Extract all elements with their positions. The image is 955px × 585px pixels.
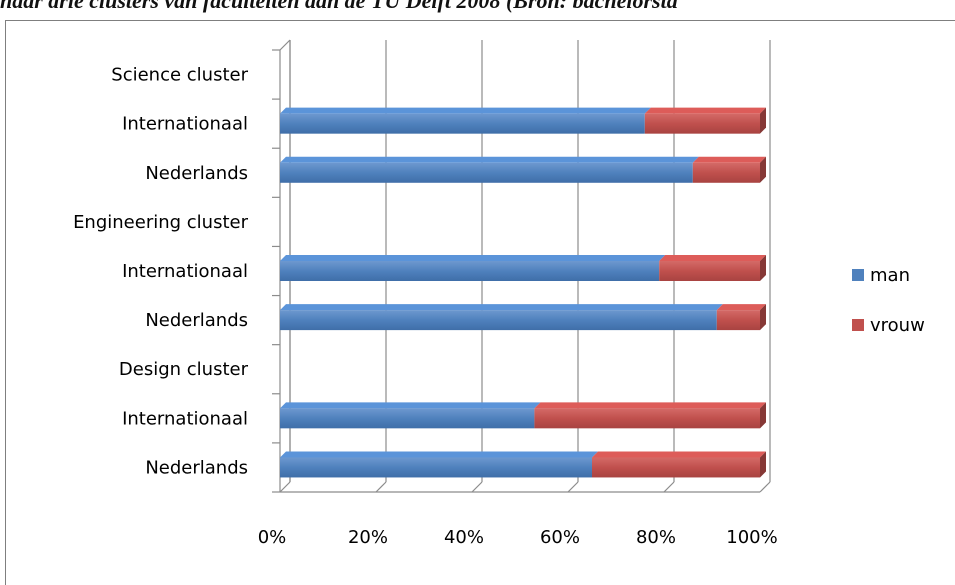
category-label: Science cluster (111, 65, 248, 86)
category-label: Nederlands (145, 163, 248, 184)
bar-vrouw (592, 457, 760, 478)
bar-man (280, 457, 592, 478)
category-labels: Nederlands Internationaal Design cluster Ne… (73, 65, 249, 479)
legend-label-man: man (870, 265, 910, 286)
bar-top-vrouw (644, 107, 766, 114)
bar-top-man (280, 156, 699, 163)
floor-gridline (279, 481, 291, 493)
x-tick-label: 20% (348, 527, 388, 548)
bar-end-vrouw (760, 304, 766, 331)
chart-frame (5, 20, 955, 585)
category-label: Design cluster (119, 359, 249, 380)
bar-top-vrouw (659, 255, 766, 261)
legend-label-vrouw: vrouw (870, 315, 925, 336)
bar-top-vrouw (716, 304, 766, 311)
bar-man (280, 408, 535, 429)
side-wall-top (279, 39, 291, 51)
x-tick-label: 0% (258, 527, 287, 548)
category-label: Internationaal (122, 261, 248, 282)
floor-gridline (759, 481, 771, 493)
bar-vrouw (692, 162, 760, 183)
bar-top-vrouw (534, 402, 766, 409)
bar-top-vrouw (692, 156, 766, 163)
bar-end-vrouw (760, 156, 766, 183)
category-label: Internationaal (122, 408, 248, 429)
x-tick-label: 40% (444, 527, 484, 548)
legend: man vrouw (852, 265, 925, 336)
category-label: Engineering cluster (73, 212, 249, 233)
bar-end-vrouw (760, 402, 766, 429)
bar-man (280, 113, 645, 134)
x-tick-label: 80% (636, 527, 676, 548)
bar-man (280, 162, 693, 183)
bar-end-vrouw (760, 107, 766, 134)
bar-vrouw (534, 408, 760, 429)
category-label: Internationaal (122, 114, 248, 135)
legend-swatch-vrouw (852, 319, 864, 331)
bar-end-vrouw (760, 255, 766, 281)
bar-vrouw (659, 261, 760, 281)
floor-gridline (375, 481, 387, 493)
bar-vrouw (716, 310, 760, 331)
bar-top-vrouw (592, 451, 766, 458)
bar-top-man (280, 255, 666, 261)
legend-swatch-man (852, 269, 864, 281)
x-tick-label: 60% (540, 527, 580, 548)
bar-vrouw (644, 113, 760, 134)
x-tick-labels: 0% 20% 40% 60% 80% 100% (258, 527, 778, 548)
bar-end-vrouw (760, 451, 766, 478)
bar-top-man (280, 451, 598, 458)
floor-gridline (471, 481, 483, 493)
x-tick-label: 100% (726, 527, 777, 548)
bar-top-man (280, 304, 723, 311)
bar-top-man (280, 107, 651, 114)
floor-gridline (663, 481, 675, 493)
bar-top-man (280, 402, 541, 409)
bars-layer (280, 107, 766, 478)
figure-caption: naar drie clusters van faculteiten aan d… (0, 0, 678, 13)
bar-man (280, 310, 717, 331)
category-label: Nederlands (145, 310, 248, 331)
bar-man (280, 261, 660, 281)
category-label: Nederlands (145, 457, 248, 478)
floor-gridline (567, 481, 579, 493)
